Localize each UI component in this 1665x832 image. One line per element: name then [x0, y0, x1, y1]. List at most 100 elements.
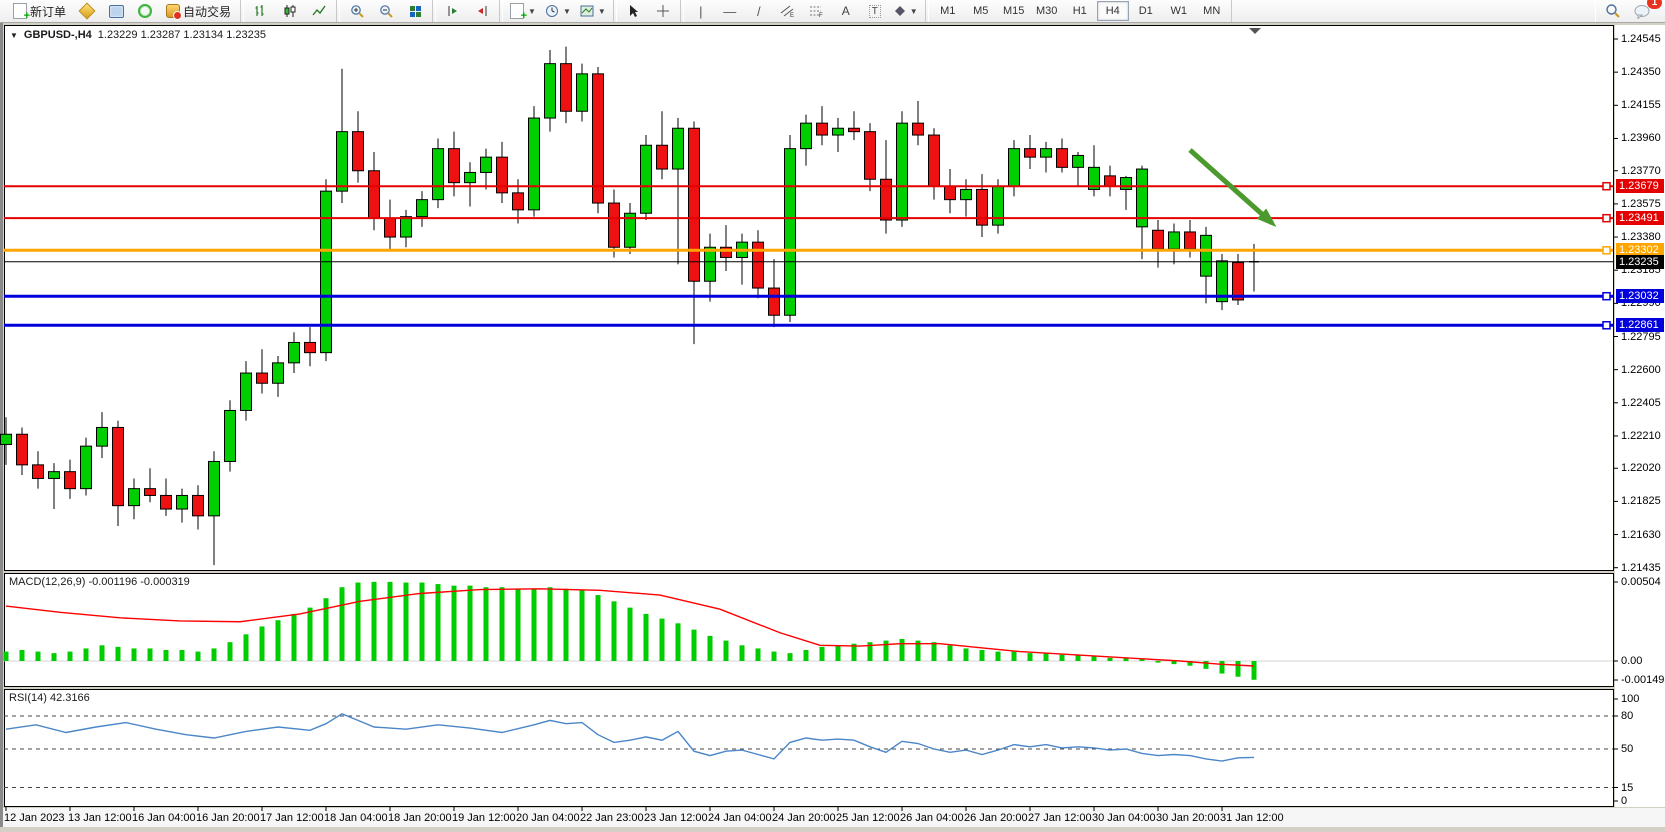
rsi-axis-label: 80	[1621, 710, 1634, 722]
time-axis-label: 18 Jan 04:00	[324, 812, 388, 824]
auto-trading-label: 自动交易	[183, 4, 232, 19]
candlestick-button[interactable]	[276, 0, 304, 22]
chat-bubble-icon	[1634, 4, 1650, 19]
auto-scroll-button[interactable]	[439, 0, 467, 22]
time-axis-label: 17 Jan 12:00	[260, 812, 324, 824]
tile-windows-button[interactable]	[401, 0, 429, 22]
macd-axis-label: 0.00	[1621, 655, 1643, 667]
notification-badge: 1	[1647, 0, 1662, 9]
equidistant-channel-icon: E	[780, 5, 794, 18]
window-bottom-edge	[0, 827, 1665, 832]
vertical-line-icon: |	[699, 3, 703, 19]
new-order-label: 新订单	[30, 4, 67, 19]
line-chart-button[interactable]	[305, 0, 333, 22]
price-axis-label: 1.23770	[1621, 164, 1661, 177]
price-axis-label: 1.22210	[1621, 429, 1661, 442]
bar-chart-icon	[255, 5, 264, 16]
vertical-line-button[interactable]: |	[687, 0, 715, 22]
chart-title: ▼ GBPUSD-,H4 1.23229 1.23287 1.23134 1.2…	[10, 29, 266, 41]
time-axis-label: 31 Jan 12:00	[1220, 812, 1284, 824]
timeframe-button-m15[interactable]: M15	[1003, 5, 1025, 17]
rsi-axis-label: 0	[1621, 795, 1628, 807]
zoom-in-button[interactable]	[343, 0, 371, 22]
price-axis-label: 1.24155	[1621, 99, 1661, 112]
text-button[interactable]: A	[832, 0, 860, 22]
crosshair-icon	[656, 5, 669, 17]
terminal-button[interactable]	[102, 0, 130, 22]
crosshair-button[interactable]	[649, 0, 677, 22]
timeframe-button-w1[interactable]: W1	[1170, 5, 1187, 17]
time-axis-label: 30 Jan 20:00	[1156, 812, 1220, 824]
indicators-button[interactable]: + ▼	[506, 0, 540, 22]
text-icon: A	[841, 4, 850, 18]
price-line-badge: 1.23679	[1616, 179, 1664, 194]
channel-button[interactable]: E	[774, 0, 802, 22]
macd-label: MACD(12,26,9) -0.001196 -0.000319	[9, 576, 190, 588]
time-axis-label: 13 Jan 12:00	[68, 812, 132, 824]
trendline-button[interactable]: /	[745, 0, 773, 22]
shapes-button[interactable]: ▼	[890, 0, 922, 22]
time-axis-label: 30 Jan 04:00	[1092, 812, 1156, 824]
chart-shift-button[interactable]	[468, 0, 496, 22]
price-line-badge: 1.22861	[1616, 318, 1664, 333]
timeframe-button-m30[interactable]: M30	[1036, 5, 1058, 17]
price-axis-label: 1.23960	[1621, 132, 1661, 145]
timeframe-button-mn[interactable]: MN	[1203, 5, 1221, 17]
templates-button[interactable]: ▼	[576, 0, 610, 22]
market-watch-button[interactable]	[73, 0, 101, 22]
symbol-period-label: GBPUSD-,H4	[23, 29, 92, 41]
zoom-out-button[interactable]	[372, 0, 400, 22]
ohlc-values: 1.23229 1.23287 1.23134 1.23235	[97, 29, 266, 41]
label-button[interactable]: T	[861, 0, 889, 22]
price-axis-label: 1.22405	[1621, 396, 1661, 409]
horizontal-line-icon: —	[723, 3, 737, 19]
fibonacci-button[interactable]: F	[803, 0, 831, 22]
main-chart-panel[interactable]	[4, 25, 1614, 571]
cursor-button[interactable]	[620, 0, 648, 22]
rsi-panel[interactable]	[4, 689, 1614, 807]
timeframe-group: M1 M5 M15 M30 H1 H4 D1 W1 MN	[927, 0, 1232, 22]
auto-trading-button[interactable]: 自动交易	[160, 0, 237, 22]
shapes-arrows-icon	[894, 6, 905, 16]
timeframe-button-h4[interactable]: H4	[1096, 1, 1129, 21]
auto-scroll-icon	[448, 6, 458, 16]
caret-down-icon: ▼	[909, 6, 918, 16]
price-axis-label: 1.24350	[1621, 66, 1661, 79]
new-order-button[interactable]: + 新订单	[7, 0, 72, 22]
fibonacci-icon: F	[810, 6, 823, 18]
time-axis-label: 26 Jan 20:00	[964, 812, 1028, 824]
timeframe-button-m5[interactable]: M5	[973, 5, 989, 17]
time-axis[interactable]	[0, 808, 1665, 827]
trade-group: + 新订单 自动交易	[4, 0, 242, 22]
search-button[interactable]	[1599, 0, 1627, 22]
cursor-group	[615, 0, 681, 22]
periods-button[interactable]: ▼	[541, 0, 575, 22]
macd-panel[interactable]	[4, 573, 1614, 687]
price-scale-area[interactable]	[1615, 25, 1665, 807]
price-axis-label: 1.23380	[1621, 231, 1661, 244]
time-axis-label: 27 Jan 12:00	[1028, 812, 1092, 824]
signals-button[interactable]	[131, 0, 159, 22]
time-axis-label: 25 Jan 12:00	[836, 812, 900, 824]
caret-down-icon: ▼	[562, 6, 571, 16]
price-line-badge: 1.23302	[1616, 243, 1664, 258]
timeframe-button-d1[interactable]: D1	[1138, 5, 1153, 17]
window-left-edge	[0, 23, 3, 832]
zoom-group	[339, 0, 434, 22]
zoom-in-icon	[350, 4, 364, 18]
horizontal-line-button[interactable]: —	[716, 0, 744, 22]
line-chart-icon	[312, 5, 326, 16]
timeframe-button-m1[interactable]: M1	[940, 5, 956, 17]
timeframe-button-h1[interactable]: H1	[1072, 5, 1087, 17]
symbol-dropdown-icon[interactable]: ▼	[10, 30, 18, 40]
cursor-icon	[630, 5, 639, 17]
rsi-axis-label: 100	[1621, 693, 1640, 705]
rsi-axis-label: 50	[1621, 743, 1634, 755]
price-axis-label: 1.22600	[1621, 363, 1661, 376]
macd-axis-label: -0.001493	[1621, 674, 1665, 686]
auto-trading-icon	[166, 4, 183, 20]
label-icon: T	[868, 4, 881, 18]
notifications-button[interactable]: 1	[1628, 0, 1662, 22]
time-axis-label: 23 Jan 12:00	[644, 812, 708, 824]
bar-chart-button[interactable]	[247, 0, 275, 22]
